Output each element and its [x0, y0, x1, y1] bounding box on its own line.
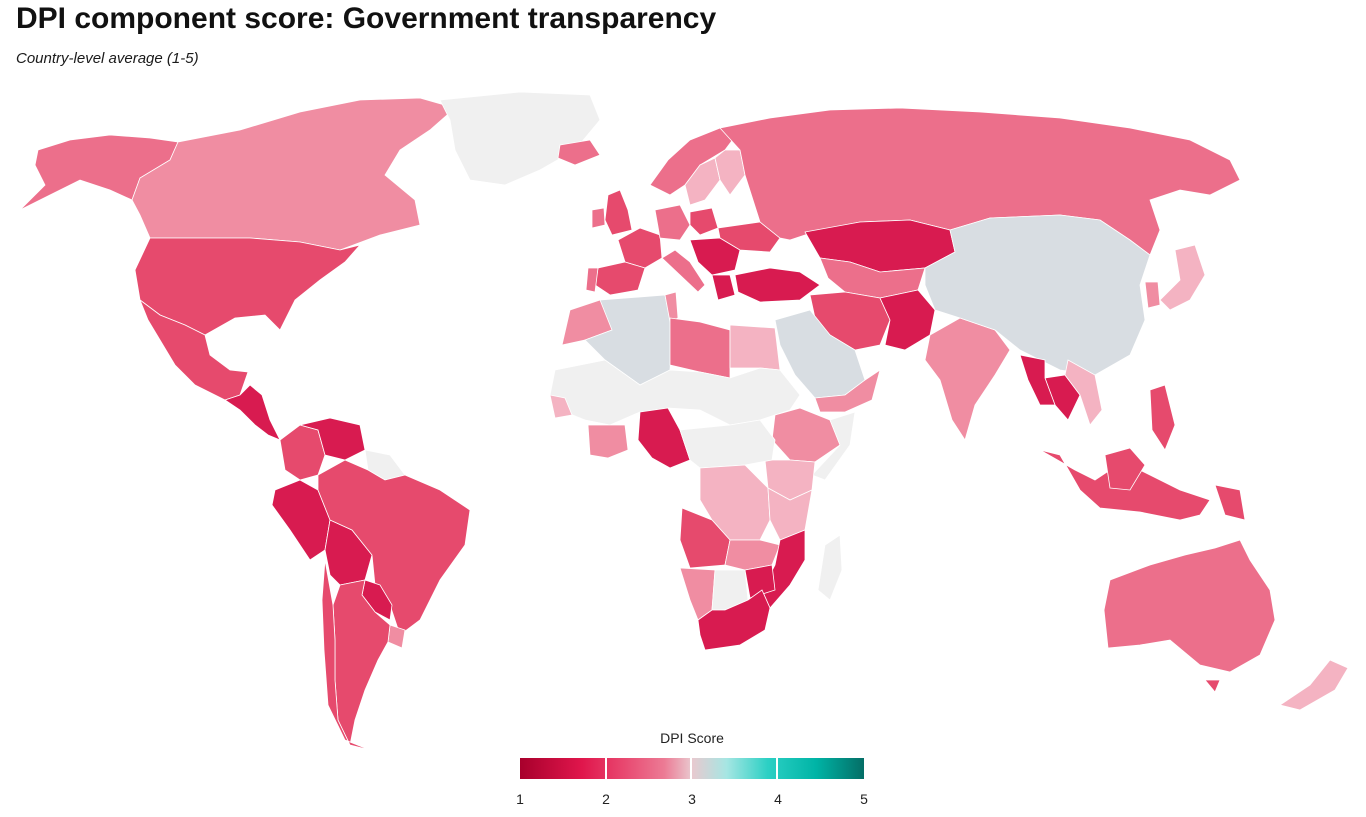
- legend-divider: [690, 758, 692, 779]
- region-canada[interactable]: [131, 97, 456, 251]
- region-senegal[interactable]: [549, 394, 573, 419]
- region-poland[interactable]: [689, 207, 719, 236]
- region-korea[interactable]: [1144, 281, 1161, 309]
- region-central-africa[interactable]: [679, 419, 776, 469]
- region-yemen-oman[interactable]: [814, 369, 881, 413]
- region-nigeria[interactable]: [637, 407, 691, 469]
- region-borneo[interactable]: [1104, 447, 1146, 491]
- chart-subtitle: Country-level average (1-5): [16, 50, 199, 67]
- region-papua-new-guinea[interactable]: [1214, 484, 1246, 521]
- region-united-kingdom[interactable]: [604, 189, 633, 236]
- region-australia[interactable]: [1103, 539, 1276, 673]
- region-turkey[interactable]: [734, 267, 821, 303]
- region-tasmania[interactable]: [1204, 679, 1221, 693]
- region-finland[interactable]: [714, 149, 746, 196]
- region-south-africa[interactable]: [697, 589, 771, 651]
- region-pakistan[interactable]: [879, 289, 936, 351]
- region-germany[interactable]: [654, 204, 691, 241]
- region-india[interactable]: [924, 317, 1011, 441]
- region-tunisia[interactable]: [664, 291, 679, 323]
- legend-tick-2: 2: [602, 791, 610, 807]
- region-egypt[interactable]: [729, 324, 781, 371]
- chart-title: DPI component score: Government transpar…: [16, 2, 717, 35]
- legend-divider: [605, 758, 607, 779]
- region-ethiopia[interactable]: [771, 407, 841, 463]
- legend-tick-1: 1: [516, 791, 524, 807]
- world-map: [19, 91, 1349, 751]
- regions-layer: [19, 91, 1349, 751]
- region-zimbabwe[interactable]: [744, 564, 776, 599]
- region-chile[interactable]: [321, 559, 371, 751]
- region-greenland[interactable]: [439, 91, 601, 186]
- legend-tick-3: 3: [688, 791, 696, 807]
- region-japan[interactable]: [1159, 244, 1206, 311]
- region-somalia[interactable]: [811, 411, 856, 481]
- region-madagascar[interactable]: [817, 534, 843, 601]
- region-spain[interactable]: [594, 261, 646, 296]
- region-ireland[interactable]: [591, 207, 606, 229]
- legend-tick-4: 4: [774, 791, 782, 807]
- region-ghana-ivory[interactable]: [587, 424, 629, 459]
- region-brazil[interactable]: [317, 459, 471, 636]
- region-sahel-west[interactable]: [549, 359, 801, 426]
- region-italy[interactable]: [661, 249, 706, 293]
- region-greece[interactable]: [711, 274, 736, 301]
- region-philippines[interactable]: [1149, 384, 1176, 451]
- region-portugal[interactable]: [585, 267, 599, 293]
- legend-divider: [776, 758, 778, 779]
- region-iceland[interactable]: [557, 139, 601, 166]
- legend-tick-5: 5: [860, 791, 868, 807]
- region-mexico[interactable]: [139, 298, 249, 401]
- region-colombia[interactable]: [279, 424, 326, 481]
- region-vietnam-laos[interactable]: [1064, 359, 1103, 426]
- region-central-america[interactable]: [224, 384, 281, 441]
- legend-title: DPI Score: [660, 730, 724, 746]
- region-venezuela[interactable]: [299, 417, 366, 461]
- region-new-zealand[interactable]: [1279, 659, 1349, 711]
- region-libya[interactable]: [669, 317, 731, 379]
- region-myanmar[interactable]: [1019, 354, 1056, 406]
- legend-color-bar: [520, 758, 864, 779]
